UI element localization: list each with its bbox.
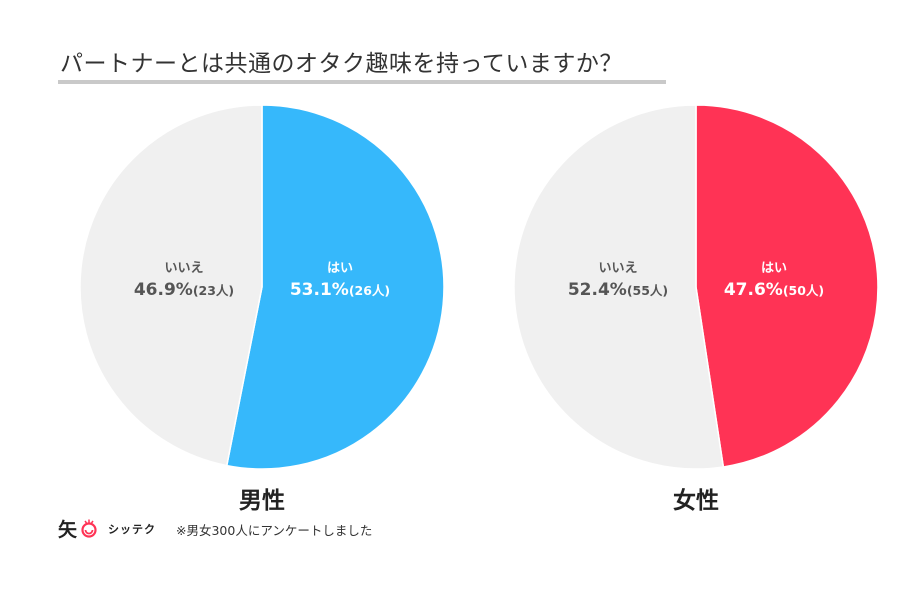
slice-label: はい — [761, 261, 787, 276]
slice-value: 47.6%(50人) — [724, 280, 824, 300]
slice-count: (26人) — [349, 283, 390, 298]
shitteku-logo-icon: 矢 — [58, 518, 97, 541]
slice-value: 53.1%(26人) — [290, 280, 390, 300]
slice-count: (55人) — [627, 283, 668, 298]
pie-slice-no — [513, 104, 725, 470]
svg-text:矢: 矢 — [58, 518, 78, 541]
logo-text: シッテク — [108, 523, 156, 536]
pie-slice-yes — [695, 104, 879, 468]
slice-value: 52.4%(55人) — [568, 280, 668, 300]
slice-percent: 53.1% — [290, 280, 349, 300]
slice-percent: 46.9% — [134, 280, 193, 300]
slice-count: (23人) — [193, 283, 234, 298]
slice-label: いいえ — [164, 261, 203, 276]
pie-title: 女性 — [673, 487, 719, 514]
slice-count: (50人) — [783, 283, 824, 298]
chart-title: パートナーとは共通のオタク趣味を持っていますか？ — [60, 51, 623, 77]
pie-chart-male: はい 53.1%(26人) いいえ 46.9%(23人) 男性 — [79, 104, 445, 514]
pie-chart-female: はい 47.6%(50人) いいえ 52.4%(55人) 女性 — [513, 104, 879, 514]
survey-note: ※男女300人にアンケートしました — [176, 522, 373, 538]
pie-title: 男性 — [239, 488, 285, 514]
title-underline — [58, 80, 666, 84]
pie-slice-yes — [225, 104, 445, 470]
slice-value: 46.9%(23人) — [134, 280, 234, 300]
pie-slice-no — [79, 104, 263, 467]
slice-percent: 47.6% — [724, 280, 783, 300]
slice-percent: 52.4% — [568, 280, 627, 300]
footer: 矢 シッテク ※男女300人にアンケートしました — [58, 516, 372, 542]
slice-label: はい — [327, 261, 353, 276]
slice-label: いいえ — [598, 261, 637, 276]
